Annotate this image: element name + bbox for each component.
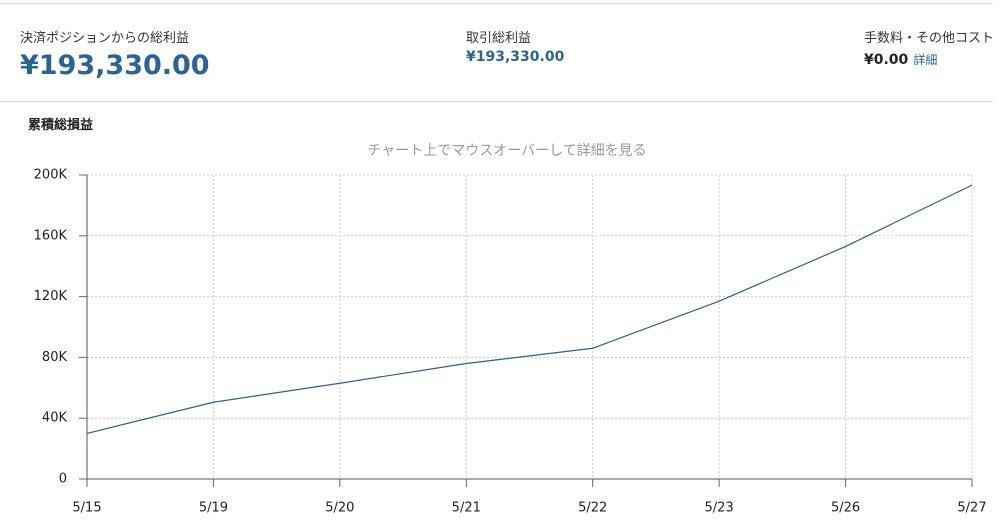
y-tick-label: 120K (34, 289, 68, 304)
line-series (86, 184, 973, 434)
stat-value: ¥193,330.00 (466, 49, 565, 65)
details-link[interactable]: 詳細 (913, 53, 938, 67)
x-tick-label: 5/23 (705, 501, 734, 516)
section-title: 累積総損益 (28, 118, 94, 133)
x-tick-label: 5/19 (199, 501, 228, 516)
stat-value: ¥0.00 (864, 52, 909, 68)
divider (0, 101, 993, 102)
stat-label: 決済ポジションからの総利益 (20, 31, 190, 46)
y-tick-label: 160K (34, 228, 68, 243)
stat-label: 手数料・その他コスト (864, 31, 995, 46)
y-tick-label: 40K (42, 411, 68, 426)
top-divider (0, 3, 993, 4)
y-tick-label: 0 (59, 472, 67, 487)
chart-hint: チャート上でマウスオーバーして詳細を見る (367, 143, 646, 159)
stat-value-row: ¥0.00 詳細 (864, 49, 937, 68)
x-tick-label: 5/20 (325, 501, 354, 516)
y-tick-label: 80K (42, 350, 68, 365)
x-tick-label: 5/15 (72, 501, 101, 516)
x-tick-label: 5/26 (831, 501, 860, 516)
x-tick-label: 5/27 (957, 501, 986, 516)
stat-value: ¥193,330.00 (20, 50, 210, 81)
y-tick-label: 200K (34, 168, 68, 183)
stat-label: 取引総利益 (466, 31, 532, 46)
x-tick-label: 5/22 (578, 501, 607, 516)
x-tick-label: 5/21 (452, 501, 481, 516)
